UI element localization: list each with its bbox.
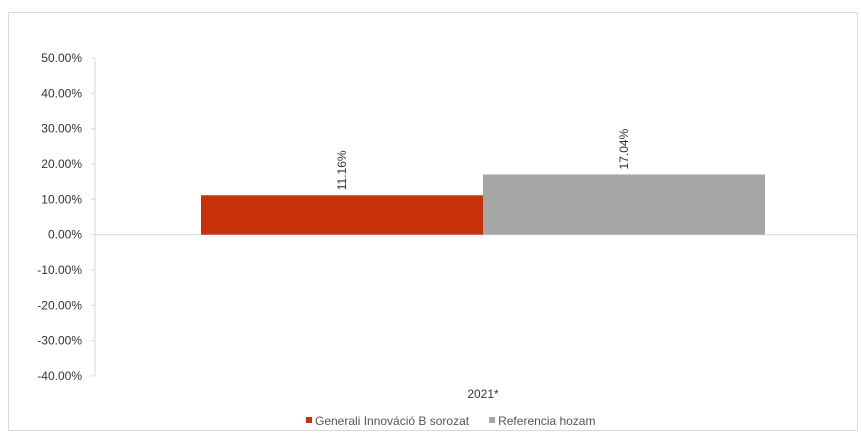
legend-swatch (489, 417, 496, 423)
y-tick-label: 50.00% (41, 51, 82, 65)
y-tick-label: -40.00% (37, 369, 82, 383)
data-label: 17.04% (617, 128, 631, 169)
x-category-label: 2021* (467, 387, 499, 401)
y-tick-label: 20.00% (41, 157, 82, 171)
y-tick-label: 0.00% (48, 228, 82, 242)
y-tick-label: -30.00% (37, 334, 82, 348)
bar-referencia (483, 174, 765, 235)
data-label: 11.16% (335, 150, 349, 190)
legend-label: Referencia hozam (498, 414, 595, 428)
legend-label: Generali Innováció B sorozat (315, 414, 470, 428)
y-tick-label: -10.00% (37, 263, 82, 277)
y-tick-label: 40.00% (41, 86, 82, 100)
legend-swatch (306, 417, 312, 423)
bar-generali (201, 195, 483, 235)
y-tick-label: 30.00% (41, 122, 82, 136)
y-tick-label: -20.00% (37, 298, 82, 312)
y-tick-label: 10.00% (41, 192, 82, 206)
